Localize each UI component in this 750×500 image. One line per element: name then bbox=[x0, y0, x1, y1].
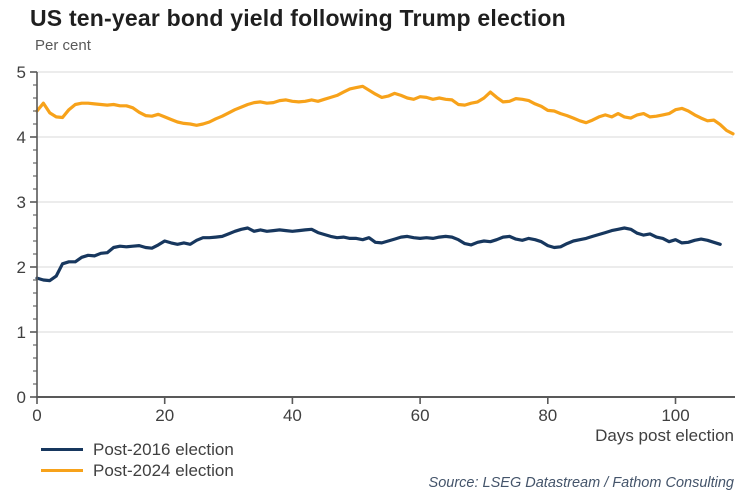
legend: Post-2016 election Post-2024 election bbox=[41, 439, 234, 481]
x-axis-label: Days post election bbox=[595, 426, 734, 445]
legend-item-post-2016: Post-2016 election bbox=[41, 439, 234, 460]
legend-label: Post-2024 election bbox=[93, 460, 234, 480]
legend-swatch-post-2016-line bbox=[41, 448, 83, 451]
legend-swatch-post-2024-line bbox=[41, 469, 83, 472]
chart-title: US ten-year bond yield following Trump e… bbox=[30, 5, 566, 31]
legend-item-post-2024: Post-2024 election bbox=[41, 460, 234, 481]
source-attribution: Source: LSEG Datastream / Fathom Consult… bbox=[428, 475, 734, 491]
x-tick-label: 40 bbox=[283, 406, 302, 425]
y-axis-unit-label: Per cent bbox=[35, 37, 91, 54]
y-tick-label: 4 bbox=[17, 128, 26, 147]
y-tick-label: 5 bbox=[17, 63, 26, 82]
y-tick-label: 3 bbox=[17, 193, 26, 212]
series-line-post-2024-election bbox=[35, 84, 735, 136]
x-tick-label: 80 bbox=[538, 406, 557, 425]
x-tick-label: 0 bbox=[32, 406, 41, 425]
legend-label: Post-2016 election bbox=[93, 439, 234, 459]
x-tick-label: 20 bbox=[155, 406, 174, 425]
x-tick-label: 60 bbox=[411, 406, 430, 425]
series-line-post-2016-election bbox=[35, 226, 722, 283]
x-tick-label: 100 bbox=[661, 406, 689, 425]
y-tick-label: 2 bbox=[17, 258, 26, 277]
y-tick-label: 1 bbox=[17, 323, 26, 342]
y-tick-label: 0 bbox=[17, 388, 26, 407]
